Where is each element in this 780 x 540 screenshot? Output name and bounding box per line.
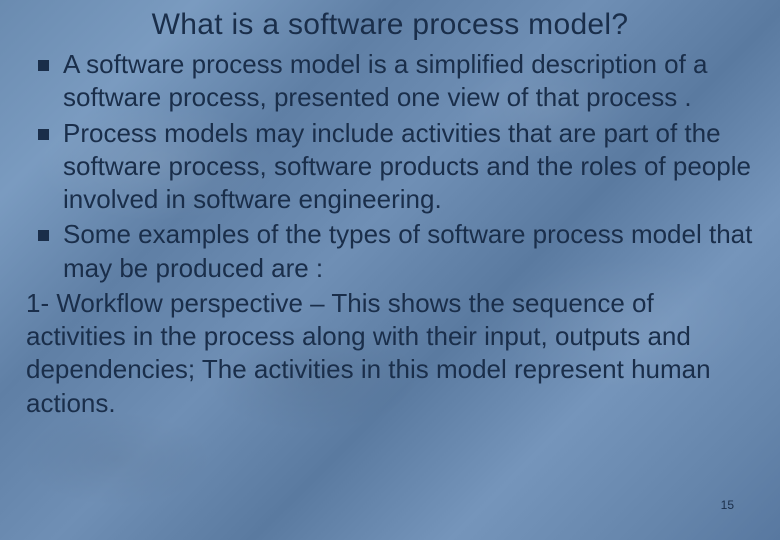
- slide-body: A software process model is a simplified…: [0, 48, 780, 420]
- bullet-text: A software process model is a simplified…: [63, 48, 754, 115]
- numbered-item: 1- Workflow perspective – This shows the…: [26, 287, 754, 420]
- square-bullet-icon: [38, 60, 49, 71]
- bullet-item: A software process model is a simplified…: [26, 48, 754, 115]
- bullet-text: Some examples of the types of software p…: [63, 218, 754, 285]
- bullet-item: Some examples of the types of software p…: [26, 218, 754, 285]
- bullet-item: Process models may include activities th…: [26, 117, 754, 217]
- square-bullet-icon: [38, 230, 49, 241]
- slide-title-text: What is a software process model?: [152, 8, 629, 41]
- page-number: 15: [721, 498, 734, 512]
- numbered-text: 1- Workflow perspective – This shows the…: [26, 287, 754, 420]
- presentation-slide: What is a software process model? A soft…: [0, 0, 780, 540]
- square-bullet-icon: [38, 129, 49, 140]
- slide-title-area: What is a software process model?: [0, 0, 780, 48]
- bullet-text: Process models may include activities th…: [63, 117, 754, 217]
